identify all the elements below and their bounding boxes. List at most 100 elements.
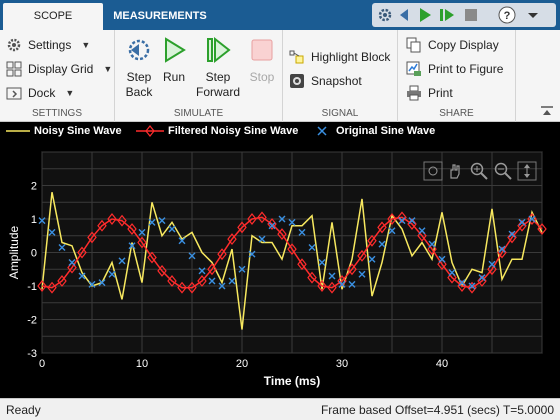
original-marker (218, 282, 226, 290)
run-icon[interactable] (416, 6, 434, 24)
original-marker (268, 222, 276, 230)
step-forward-icon[interactable] (438, 6, 456, 24)
grid-icon (6, 61, 22, 77)
zoom-out-icon[interactable] (494, 162, 512, 180)
settings-button[interactable]: Settings ▼ (6, 35, 90, 55)
print-to-figure-label: Print to Figure (428, 62, 504, 76)
print-button[interactable]: Print (406, 83, 453, 103)
step-forward-button[interactable]: Step Forward (195, 36, 241, 100)
original-marker-stroke (88, 280, 96, 288)
original-marker-stroke (488, 260, 496, 268)
legend-item-noisy[interactable]: Noisy Sine Wave (6, 122, 122, 140)
help-icon[interactable]: ? (498, 6, 516, 24)
pan-icon[interactable] (450, 164, 460, 179)
original-marker (418, 227, 426, 235)
original-marker-stroke (338, 280, 346, 288)
settings-label: Settings (28, 38, 72, 52)
original-marker-stroke (258, 235, 266, 243)
filtered-marker (337, 275, 347, 287)
zoom-in-icon[interactable] (470, 162, 488, 180)
step-forward-label-line2: Forward (195, 85, 240, 99)
collapse-toolstrip-icon[interactable] (540, 106, 554, 116)
original-marker-stroke (278, 215, 286, 223)
original-marker (458, 279, 466, 287)
filtered-marker (207, 263, 217, 276)
y-tick-label: -1 (27, 281, 37, 293)
legend: Noisy Sine Wave Filtered Noisy Sine Wave… (0, 122, 560, 140)
stop-icon[interactable] (462, 6, 480, 24)
original-marker (288, 218, 296, 226)
settings-section-title: SETTINGS (31, 108, 82, 119)
step-back-icon[interactable] (396, 6, 414, 24)
snapshot-button[interactable]: Snapshot (289, 71, 362, 91)
original-marker-stroke (118, 257, 126, 265)
filtered-marker (527, 213, 537, 225)
run-label: Run (162, 70, 185, 84)
original-marker (398, 217, 406, 225)
original-marker-stroke (228, 277, 236, 285)
step-back-label-line2: Back (125, 85, 153, 99)
legend-item-filtered[interactable]: Filtered Noisy Sine Wave (136, 122, 298, 140)
original-marker-stroke (58, 243, 66, 251)
tab-scope[interactable]: SCOPE (3, 3, 103, 30)
original-marker-stroke (108, 270, 116, 278)
legend-line-noisy (6, 130, 30, 132)
original-marker (498, 245, 506, 253)
plot-svg[interactable]: 0 10 20 30 40 -3 -2 -1 0 1 2 Time (ms) Amplitude (0, 140, 560, 398)
x-tick-label: 0 (39, 358, 45, 370)
step-back-icon (128, 39, 150, 61)
x-tick-label: 30 (336, 358, 348, 370)
signal-section: Highlight Block Snapshot SIGNAL (283, 30, 398, 122)
filtered-marker (67, 261, 77, 274)
original-marker (488, 260, 496, 268)
original-marker-stroke (238, 265, 246, 273)
run-icon (165, 37, 186, 63)
filtered-marker (487, 263, 497, 276)
original-marker (148, 218, 156, 226)
filtered-marker (247, 213, 257, 225)
step-back-button[interactable]: Step Back (121, 36, 157, 100)
collapse-icon[interactable] (524, 6, 542, 24)
filtered-marker (257, 211, 267, 224)
chevron-down-icon: ▼ (81, 40, 91, 50)
display-grid-button[interactable]: Display Grid ▼ (6, 59, 112, 79)
copy-display-button[interactable]: Copy Display (406, 35, 499, 55)
stop-button[interactable]: Stop (247, 36, 277, 85)
gear-icon (7, 38, 21, 52)
original-marker (78, 272, 86, 280)
original-marker-stroke (68, 259, 76, 267)
original-marker-stroke (128, 242, 136, 250)
original-marker (88, 280, 96, 288)
original-marker-stroke (358, 270, 366, 278)
original-marker (358, 270, 366, 278)
original-marker-stroke (208, 277, 216, 285)
original-marker (128, 242, 136, 250)
settings-icon[interactable] (376, 6, 394, 24)
legend-label-original: Original Sine Wave (336, 125, 436, 137)
original-marker (98, 279, 106, 287)
print-to-figure-button[interactable]: Print to Figure (406, 59, 503, 79)
x-tick-label: 10 (136, 358, 148, 370)
run-button[interactable]: Run (159, 36, 189, 85)
autoscale-icon[interactable] (517, 161, 537, 181)
restore-view-icon[interactable] (423, 161, 443, 181)
original-marker (368, 255, 376, 263)
original-marker (108, 270, 116, 278)
original-marker-stroke (288, 218, 296, 226)
printer-icon (407, 85, 421, 101)
svg-text:?: ? (504, 10, 511, 22)
dock-button[interactable]: Dock ▼ (6, 83, 74, 103)
y-axis-label: Amplitude (7, 226, 21, 280)
original-marker (188, 252, 196, 260)
filtered-marker (267, 218, 277, 230)
tab-measurements[interactable]: MEASUREMENTS (113, 10, 207, 22)
dock-icon (6, 87, 22, 100)
original-marker (198, 267, 206, 275)
legend-item-original[interactable]: Original Sine Wave (312, 122, 435, 140)
original-marker-stroke (458, 279, 466, 287)
status-ready: Ready (6, 403, 41, 417)
camera-icon (290, 74, 304, 88)
highlight-block-button[interactable]: Highlight Block (289, 47, 390, 67)
step-forward-label-line1: Step (205, 70, 231, 84)
